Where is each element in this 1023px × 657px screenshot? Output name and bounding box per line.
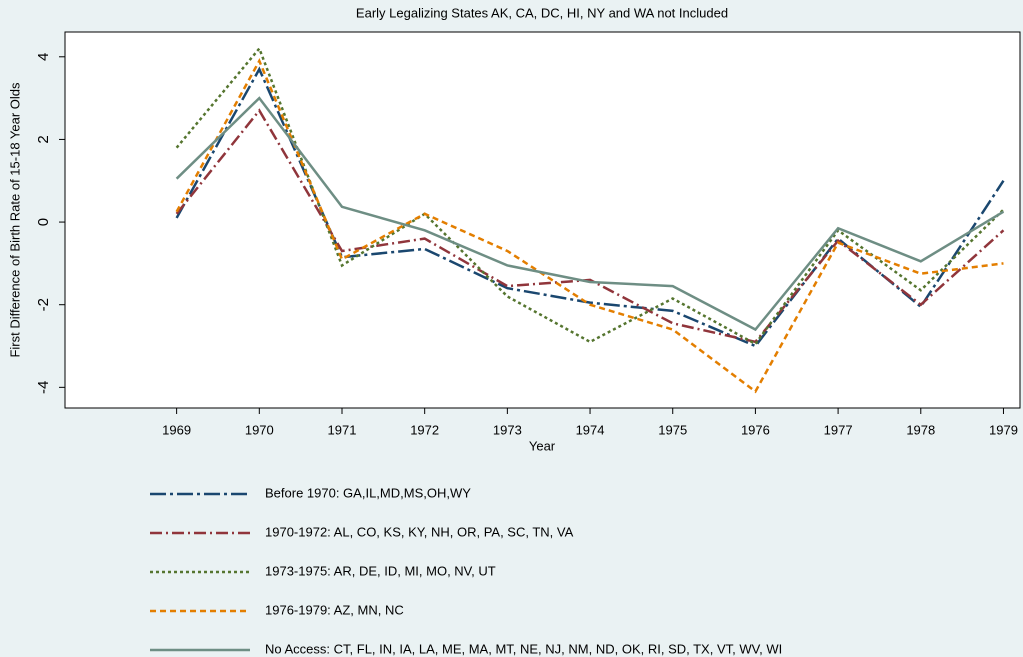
legend-label: Before 1970: GA,IL,MD,MS,OH,WY [265, 485, 471, 500]
x-tick-label: 1973 [493, 422, 522, 437]
line-series [175, 58, 1004, 394]
y-axis-label: First Difference of Birth Rate of 15-18 … [7, 82, 22, 358]
x-tick-label: 1974 [576, 422, 605, 437]
x-tick-label: 1970 [245, 422, 274, 437]
x-tick-label: 1978 [906, 422, 935, 437]
legend-label: 1976-1979: AZ, MN, NC [265, 602, 404, 617]
x-tick-label: 1971 [328, 422, 357, 437]
y-tick-label: -2 [35, 298, 52, 311]
line-series [175, 66, 1005, 348]
x-tick-label: 1979 [989, 422, 1018, 437]
y-tick-label: -4 [35, 381, 52, 394]
plot-area [64, 31, 1021, 409]
legend-label: 1970-1972: AL, CO, KS, KY, NH, OR, PA, S… [265, 524, 574, 539]
legend-label: No Access: CT, FL, IN, IA, LA, ME, MA, M… [265, 641, 782, 656]
y-tick-label: 4 [35, 53, 52, 61]
x-tick-label: 1977 [824, 422, 853, 437]
y-tick-label: 0 [35, 218, 52, 226]
x-tick-label: 1969 [162, 422, 191, 437]
line-series [175, 96, 1005, 332]
legend-label: 1973-1975: AR, DE, ID, MI, MO, NV, UT [265, 563, 496, 578]
x-axis-label: Year [529, 438, 556, 453]
x-tick-label: 1976 [741, 422, 770, 437]
y-tick-label: 2 [35, 135, 52, 143]
line-series [175, 108, 1005, 344]
chart-title: Early Legalizing States AK, CA, DC, HI, … [356, 5, 728, 20]
x-tick-label: 1975 [658, 422, 687, 437]
x-tick-label: 1972 [410, 422, 439, 437]
